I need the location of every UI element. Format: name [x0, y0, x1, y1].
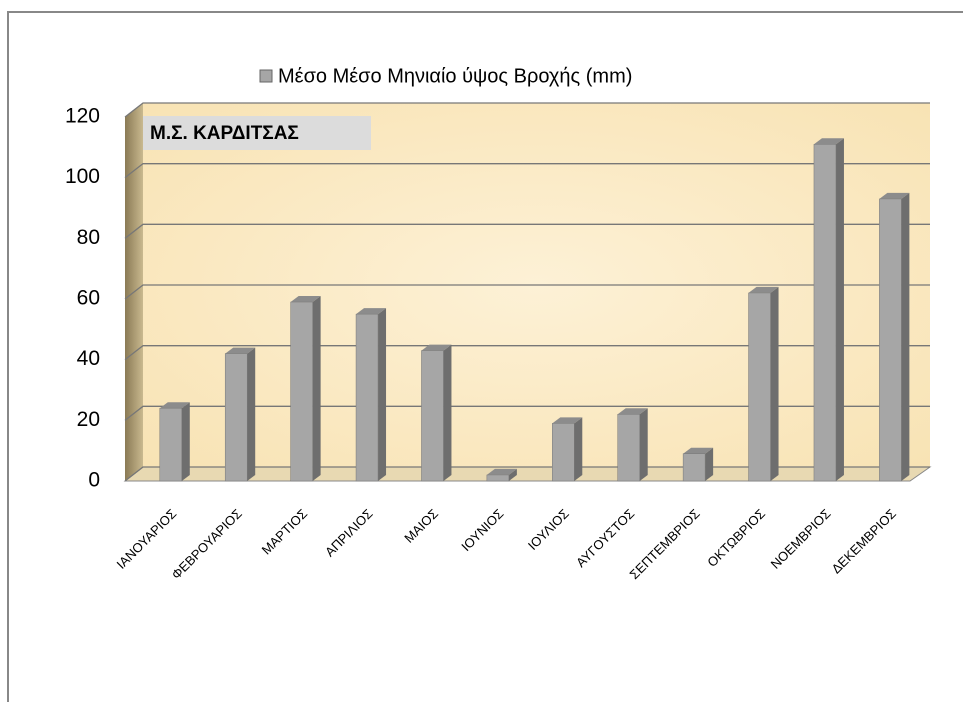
bar-front [682, 453, 706, 482]
grid-line [124, 284, 930, 300]
bar-top [683, 447, 714, 454]
bar-top [159, 402, 190, 409]
bar-top [879, 192, 910, 199]
bar-side [639, 408, 648, 481]
x-tick-label: ΜΑΙΟΣ [401, 506, 441, 546]
bar-side [901, 192, 910, 481]
bar-front [159, 407, 183, 482]
y-tick-label: 40 [77, 347, 100, 370]
bar-front [290, 301, 313, 482]
x-tick-label: ΟΚΤΩΒΡΙΟΣ [704, 506, 768, 570]
bar [813, 138, 844, 482]
bar [879, 192, 910, 482]
bar-front [224, 353, 248, 482]
bar-top [225, 347, 256, 354]
bar-top [486, 468, 517, 475]
bar-side [508, 468, 517, 481]
bar-side [574, 417, 583, 481]
bar-side [247, 347, 256, 481]
bar-top [552, 417, 583, 424]
bar-top [617, 408, 648, 415]
bar-front [617, 414, 640, 482]
x-tick-label: ΙΑΝΟΥΑΡΙΟΣ [113, 506, 179, 572]
x-tick-label: ΑΠΡΙΛΙΟΣ [322, 506, 376, 560]
bar [355, 308, 387, 482]
grid-line [124, 223, 930, 239]
grid-line [124, 345, 930, 361]
bar [159, 402, 190, 482]
y-tick-label: 0 [88, 469, 100, 492]
bar-top [813, 138, 844, 145]
bar [224, 347, 256, 482]
bar [552, 417, 583, 482]
bar-side [835, 138, 844, 482]
annotation: Μ.Σ. ΚΑΡΔΙΤΣΑΣ [150, 123, 299, 144]
bar-side [181, 402, 190, 481]
bar-front [486, 474, 510, 482]
bar [748, 286, 779, 482]
x-tick-label: ΝΟΕΜΒΡΙΟΣ [768, 506, 834, 572]
grid-line [124, 163, 930, 179]
y-tick-label: 20 [77, 408, 100, 431]
bar-top [290, 296, 321, 303]
legend-swatch [259, 69, 273, 83]
bar [421, 344, 452, 482]
bar [486, 468, 517, 482]
grid-line [124, 102, 930, 118]
grid-line [124, 466, 930, 482]
bar-side [378, 308, 387, 481]
chart-border [7, 11, 963, 702]
bar-side [770, 286, 779, 481]
bar-front [421, 350, 444, 482]
bar-front [748, 292, 771, 482]
y-tick-label: 100 [65, 165, 100, 188]
bar [290, 296, 321, 482]
x-tick-label: ΦΕΒΡΟΥΑΡΙΟΣ [168, 506, 244, 582]
x-tick-label: ΑΥΓΟΥΣΤΟΣ [573, 506, 637, 570]
bar [682, 447, 714, 482]
x-tick-label: ΜΑΡΤΙΟΣ [259, 506, 311, 558]
legend-label: Μέσο Μέσο Μηνιαίο ύψος Βροχής (mm) [278, 65, 632, 87]
bar-top [748, 286, 779, 293]
bar-front [355, 313, 379, 482]
bar-top [421, 344, 452, 351]
bar-side [705, 447, 714, 481]
grid-line [124, 405, 930, 421]
y-tick-label: 80 [77, 226, 100, 249]
y-tick-label: 60 [77, 287, 100, 310]
x-tick-label: ΔΕΚΕΜΒΡΙΟΣ [828, 506, 898, 576]
bar-front [879, 198, 902, 482]
bar-side [443, 344, 452, 481]
bar-front [552, 423, 575, 482]
x-tick-label: ΙΟΥΛΙΟΣ [525, 506, 572, 553]
annotation-box [143, 116, 371, 150]
bar-side [312, 296, 321, 481]
x-tick-label: ΣΕΠΤΕΜΒΡΙΟΣ [627, 506, 703, 582]
bar [617, 408, 648, 482]
bar-top [356, 308, 387, 315]
x-tick-label: ΙΟΥΝΙΟΣ [458, 506, 506, 554]
y-tick-label: 120 [65, 105, 100, 128]
bar-front [813, 144, 837, 482]
